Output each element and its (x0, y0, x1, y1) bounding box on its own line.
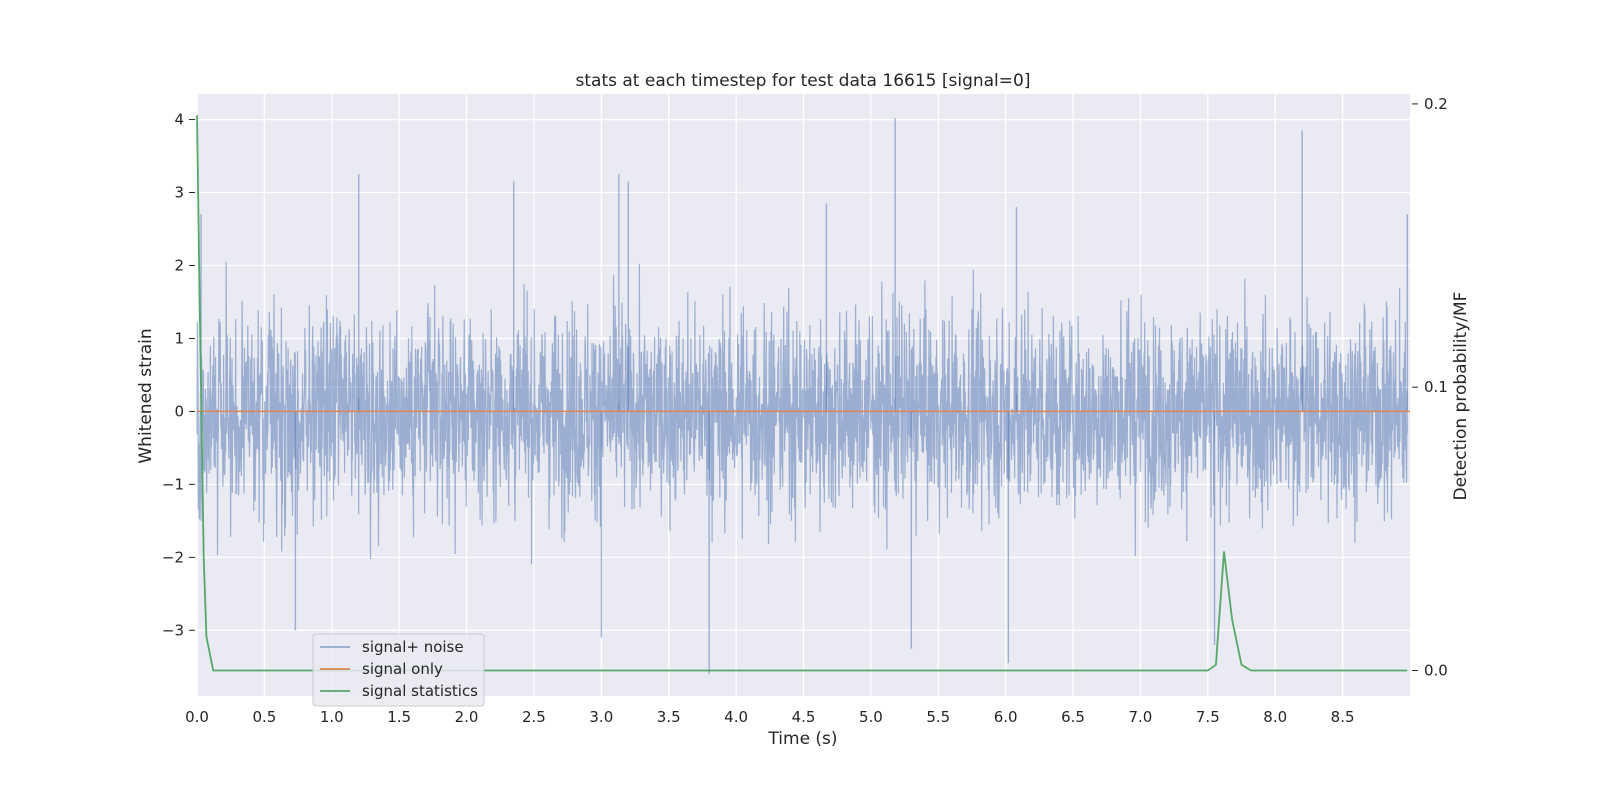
x-tick-label: 2.0 (455, 708, 479, 726)
x-tick-label: 8.5 (1331, 708, 1355, 726)
y2-tick-label: 0.1 (1424, 378, 1448, 396)
y2-axis: 0.0 0.1 0.2 (1412, 95, 1448, 680)
y-tick-label: −3 (162, 621, 184, 639)
chart-title: stats at each timestep for test data 166… (576, 71, 1031, 91)
x-tick-label: 4.5 (792, 708, 816, 726)
x-tick-label: 0.0 (185, 708, 209, 726)
x-tick-label: 5.5 (926, 708, 950, 726)
legend-label-signal-noise: signal+ noise (362, 638, 464, 656)
y2-axis-label: Detection probability/MF (1451, 292, 1471, 501)
y2-tick-label: 0.0 (1424, 662, 1448, 680)
x-tick-label: 3.0 (589, 708, 613, 726)
x-tick-label: 1.5 (387, 708, 411, 726)
y-tick-label: 2 (174, 256, 184, 274)
y-tick-label: 4 (174, 111, 184, 129)
x-tick-label: 2.5 (522, 708, 546, 726)
x-tick-label: 8.0 (1263, 708, 1287, 726)
y-axis-label: Whitened strain (136, 328, 156, 463)
legend-box (312, 633, 485, 707)
x-axis: 0.0 0.5 1.0 1.5 2.0 2.5 3.0 3.5 4.0 4.5 5.0 5.5 6.0 6… (185, 708, 1354, 726)
y-axis: −3 −2 −1 0 1 2 3 4 (162, 111, 195, 639)
series-signal-statistics (196, 115, 1408, 672)
x-tick-label: 5.0 (859, 708, 883, 726)
x-tick-label: 3.5 (657, 708, 681, 726)
x-tick-label: 7.0 (1129, 708, 1153, 726)
y-tick-label: 3 (174, 184, 184, 202)
x-tick-label: 4.0 (724, 708, 748, 726)
y-tick-label: 1 (174, 329, 184, 347)
x-axis-label: Time (s) (767, 729, 837, 749)
legend-label-signal-only: signal only (362, 660, 443, 678)
y2-tick-label: 0.2 (1424, 95, 1448, 113)
y-tick-label: 0 (174, 402, 184, 420)
x-tick-label: 0.5 (252, 708, 276, 726)
x-tick-label: 7.5 (1196, 708, 1220, 726)
x-tick-label: 1.0 (320, 708, 344, 726)
y-tick-label: −1 (162, 475, 184, 493)
x-tick-label: 6.5 (1061, 708, 1085, 726)
y-tick-label: −2 (162, 548, 184, 566)
legend: signal+ noise signal only signal statist… (312, 633, 485, 707)
series-layer (196, 115, 1410, 675)
x-tick-label: 6.0 (994, 708, 1018, 726)
legend-label-signal-statistics: signal statistics (362, 682, 478, 700)
